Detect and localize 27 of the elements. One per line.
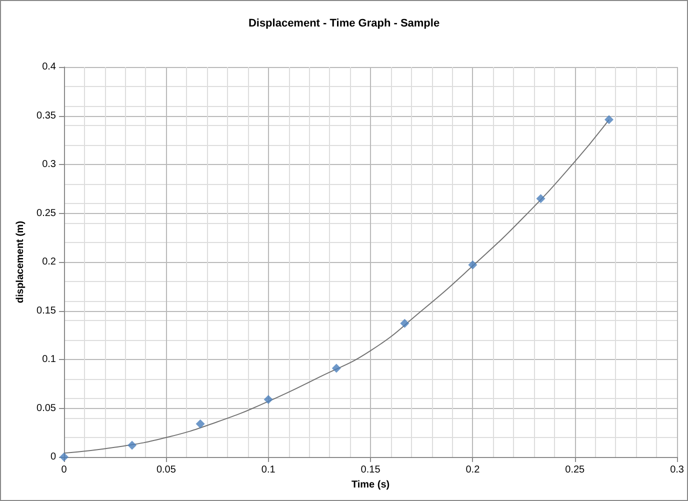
y-tick-label: 0.2 [42, 256, 56, 268]
y-tick-label: 0.05 [36, 402, 56, 414]
x-tick-label: 0.3 [670, 464, 684, 476]
x-tick-label: 0.05 [156, 464, 176, 476]
x-tick-label: 0.15 [360, 464, 381, 476]
x-tick-label: 0.2 [466, 464, 480, 476]
point [196, 419, 205, 428]
y-tick-label: 0.3 [42, 159, 56, 170]
y-tick-label: 0.25 [36, 208, 56, 219]
chart-title: Displacement - Time Graph - Sample [248, 18, 440, 30]
x-tick-label: 0 [61, 464, 68, 476]
point [128, 440, 137, 450]
point [604, 115, 614, 124]
y-axis-title: displacement (m) [15, 220, 26, 304]
point [332, 364, 341, 373]
point [536, 194, 546, 204]
x-axis-title: Time (s) [351, 479, 390, 490]
point [264, 394, 273, 404]
x-tick-label: 0.25 [565, 464, 586, 476]
y-tick-label: 0.1 [42, 354, 56, 365]
y-tick-label: 0.15 [36, 305, 56, 316]
y-tick-label: 0 [50, 452, 56, 462]
point [400, 318, 410, 328]
x-tick-label: 0.1 [261, 464, 276, 476]
y-tick-label: 0.35 [36, 110, 56, 122]
point [468, 260, 478, 270]
y-tick-label: 0.4 [42, 62, 56, 72]
